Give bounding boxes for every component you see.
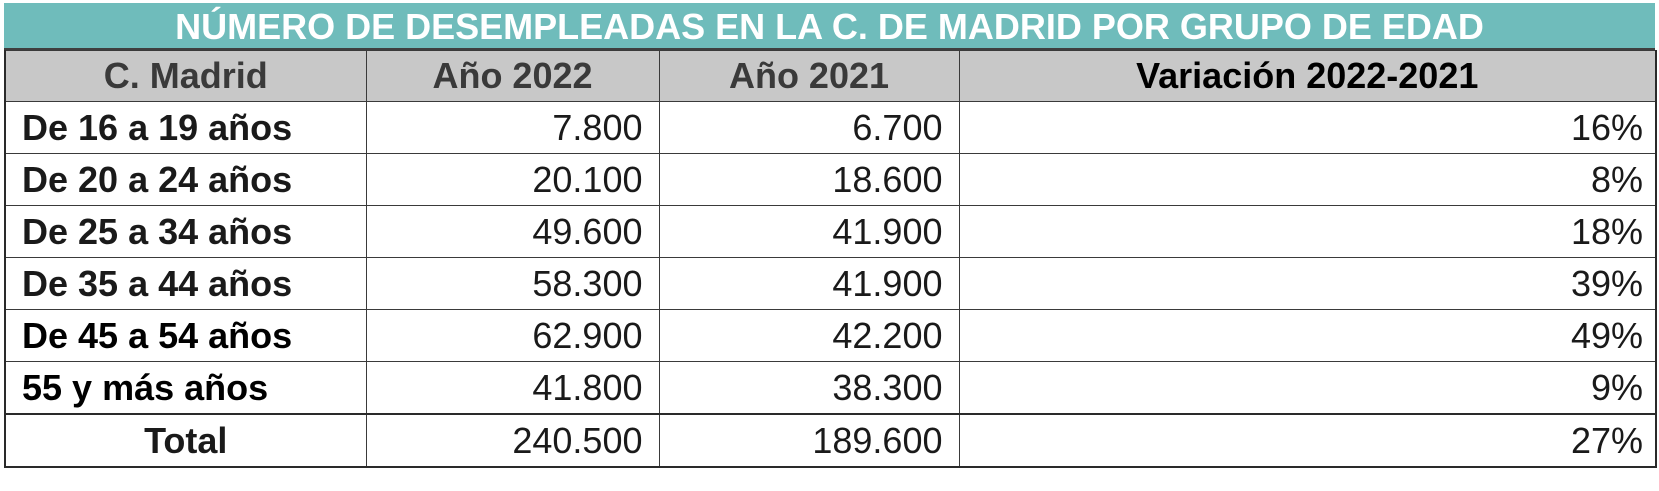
header-row: C. Madrid Año 2022 Año 2021 Variación 20…: [4, 50, 1657, 102]
value-2021: 41.900: [658, 257, 960, 310]
table-row: De 16 a 19 años 7.800 6.700 16%: [4, 101, 1657, 154]
table-row: 55 y más años 41.800 38.300 9%: [4, 361, 1657, 415]
row-label: De 35 a 44 años: [4, 257, 367, 310]
row-label: 55 y más años: [4, 361, 367, 415]
total-row: Total 240.500 189.600 27%: [4, 413, 1657, 468]
row-label: De 16 a 19 años: [4, 101, 367, 154]
value-variation: 18%: [958, 205, 1657, 258]
value-2022: 58.300: [365, 257, 660, 310]
value-2022: 20.100: [365, 153, 660, 206]
value-variation: 16%: [958, 101, 1657, 154]
value-variation: 39%: [958, 257, 1657, 310]
column-header-2021: Año 2021: [658, 50, 960, 102]
value-2021: 18.600: [658, 153, 960, 206]
total-label: Total: [4, 413, 367, 468]
value-2022: 49.600: [365, 205, 660, 258]
value-2021: 41.900: [658, 205, 960, 258]
value-2021: 38.300: [658, 361, 960, 415]
table-row: De 45 a 54 años 62.900 42.200 49%: [4, 309, 1657, 362]
column-header-2022: Año 2022: [365, 50, 660, 102]
column-header-variation: Variación 2022-2021: [958, 50, 1657, 102]
table-row: De 25 a 34 años 49.600 41.900 18%: [4, 205, 1657, 258]
row-label: De 45 a 54 años: [4, 309, 367, 362]
column-header-region: C. Madrid: [4, 50, 367, 102]
total-2021: 189.600: [658, 413, 960, 468]
total-variation: 27%: [958, 413, 1657, 468]
value-2022: 41.800: [365, 361, 660, 415]
table-row: De 20 a 24 años 20.100 18.600 8%: [4, 153, 1657, 206]
value-2022: 62.900: [365, 309, 660, 362]
value-2021: 6.700: [658, 101, 960, 154]
total-2022: 240.500: [365, 413, 660, 468]
data-grid: C. Madrid Año 2022 Año 2021 Variación 20…: [4, 50, 1657, 468]
table-title: NÚMERO DE DESEMPLEADAS EN LA C. DE MADRI…: [4, 3, 1655, 50]
value-variation: 49%: [958, 309, 1657, 362]
row-label: De 20 a 24 años: [4, 153, 367, 206]
value-variation: 9%: [958, 361, 1657, 415]
table-row: De 35 a 44 años 58.300 41.900 39%: [4, 257, 1657, 310]
value-2021: 42.200: [658, 309, 960, 362]
value-2022: 7.800: [365, 101, 660, 154]
row-label: De 25 a 34 años: [4, 205, 367, 258]
value-variation: 8%: [958, 153, 1657, 206]
data-table: NÚMERO DE DESEMPLEADAS EN LA C. DE MADRI…: [4, 3, 1657, 487]
